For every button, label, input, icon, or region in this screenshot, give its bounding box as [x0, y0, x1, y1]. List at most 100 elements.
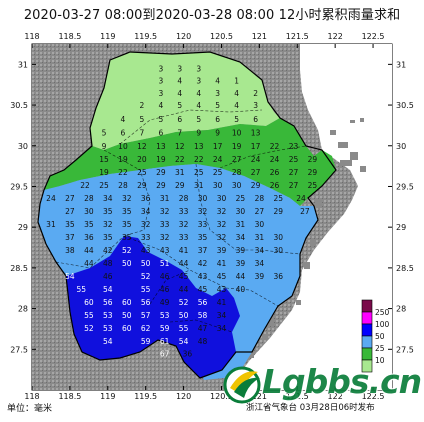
x-tick-label-bottom: 119 [100, 392, 115, 401]
x-tick-label-top: 122 [328, 32, 343, 41]
rainfall-value: 26 [270, 168, 280, 177]
island-speckles [248, 118, 366, 358]
rainfall-value: 24 [270, 155, 280, 164]
rainfall-value: 55 [179, 324, 189, 333]
rainfall-value: 41 [217, 298, 227, 307]
rainfall-value: 45 [179, 272, 189, 281]
rainfall-value: 13 [251, 129, 261, 138]
rainfall-value: 3 [158, 77, 163, 86]
rainfall-value: 31 [175, 168, 185, 177]
rainfall-value: 43 [198, 272, 208, 281]
rainfall-value: 5 [158, 115, 163, 124]
rainfall-value: 31 [194, 181, 204, 190]
rainfall-value: 27 [65, 194, 75, 203]
rainfall-value: 30 [217, 194, 227, 203]
rainfall-value: 39 [217, 246, 227, 255]
rainfall-value: 32 [198, 207, 208, 216]
rainfall-value: 29 [274, 207, 284, 216]
rainfall-value: 35 [103, 207, 113, 216]
rainfall-value: 24 [46, 194, 56, 203]
x-tick-label-bottom: 121 [252, 392, 267, 401]
rainfall-value: 33 [141, 233, 151, 242]
rainfall-value: 35 [122, 207, 132, 216]
rainfall-value: 59 [160, 324, 170, 333]
rainfall-value: 57 [141, 311, 151, 320]
rainfall-value: 23 [289, 142, 299, 151]
rainfall-value: 46 [160, 285, 170, 294]
rainfall-value: 55 [84, 311, 94, 320]
rainfall-value: 44 [236, 272, 246, 281]
rainfall-value: 33 [198, 220, 208, 229]
rainfall-value: 52 [122, 246, 132, 255]
rainfall-value: 25 [99, 181, 109, 190]
watermark: Lgbbs.cn [222, 360, 422, 408]
rainfall-value: 52 [84, 324, 94, 333]
rainfall-value: 33 [179, 233, 189, 242]
rainfall-value: 4 [121, 115, 126, 124]
y-tick-label-left: 30.5 [10, 101, 28, 110]
rainfall-value: 42 [103, 246, 113, 255]
rainfall-value: 32 [217, 233, 227, 242]
rainfall-value: 29 [137, 181, 147, 190]
rainfall-value: 17 [213, 142, 223, 151]
rainfall-value: 37 [65, 233, 75, 242]
rainfall-value: 39 [255, 272, 265, 281]
rainfall-value: 19 [99, 168, 109, 177]
watermark-text: Lgbbs.cn [262, 362, 422, 401]
rainfall-value: 27 [65, 207, 75, 216]
rainfall-value: 13 [156, 142, 166, 151]
rainfall-value: 24 [296, 194, 306, 203]
legend-swatch [361, 359, 373, 373]
rainfall-value: 41 [179, 246, 189, 255]
rainfall-value: 29 [156, 168, 166, 177]
rainfall-value: 54 [179, 337, 189, 346]
rainfall-value: 27 [300, 207, 310, 216]
rainfall-value: 35 [84, 220, 94, 229]
rainfall-value: 41 [217, 259, 227, 268]
rainfall-value: 29 [156, 181, 166, 190]
rainfall-value: 50 [122, 311, 132, 320]
y-tick-label-left: 28 [18, 305, 28, 314]
x-tick-label-bottom: 122 [328, 392, 343, 401]
rainfall-value: 30 [213, 181, 223, 190]
rainfall-value: 33 [160, 220, 170, 229]
rainfall-value: 31 [236, 220, 246, 229]
rainfall-value: 3 [196, 64, 201, 73]
x-tick-label-bottom: 118 [24, 392, 39, 401]
rainfall-value: 12 [175, 142, 185, 151]
rainfall-value: 30 [84, 207, 94, 216]
legend-level-label: 10 [375, 356, 385, 365]
x-tick-label-bottom: 120.5 [210, 392, 233, 401]
rainfall-value: 13 [194, 142, 204, 151]
rainfall-value: 33 [179, 207, 189, 216]
rainfall-value: 43 [141, 246, 151, 255]
rainfall-bands [38, 52, 336, 380]
rainfall-value: 43 [217, 285, 227, 294]
rainfall-value: 49 [160, 298, 170, 307]
rainfall-value: 44 [84, 246, 94, 255]
x-tick-label-bottom: 120 [176, 392, 191, 401]
rainfall-value: 43 [160, 246, 170, 255]
y-tick-label-left: 28.5 [10, 264, 28, 273]
rainfall-value: 32 [122, 194, 132, 203]
rainfall-value: 28 [118, 181, 128, 190]
rainfall-value: 7 [177, 129, 182, 138]
rainfall-value: 34 [217, 324, 227, 333]
rainfall-value: 25 [137, 168, 147, 177]
rainfall-value: 48 [103, 259, 113, 268]
rainfall-value: 60 [122, 298, 132, 307]
rainfall-value: 7 [140, 129, 145, 138]
band-blue [66, 236, 240, 378]
rainfall-value: 6 [158, 129, 163, 138]
rainfall-value: 56 [141, 298, 151, 307]
rainfall-value: 53 [103, 311, 113, 320]
rainfall-value: 1 [234, 77, 239, 86]
legend-level-label: 250 [375, 308, 390, 317]
rainfall-value: 6 [215, 115, 220, 124]
rainfall-value: 27 [251, 168, 261, 177]
legend-level-label: 100 [375, 320, 390, 329]
rainfall-value: 50 [122, 259, 132, 268]
y-tick-label-right: 31 [396, 60, 406, 69]
rainfall-value: 52 [179, 298, 189, 307]
